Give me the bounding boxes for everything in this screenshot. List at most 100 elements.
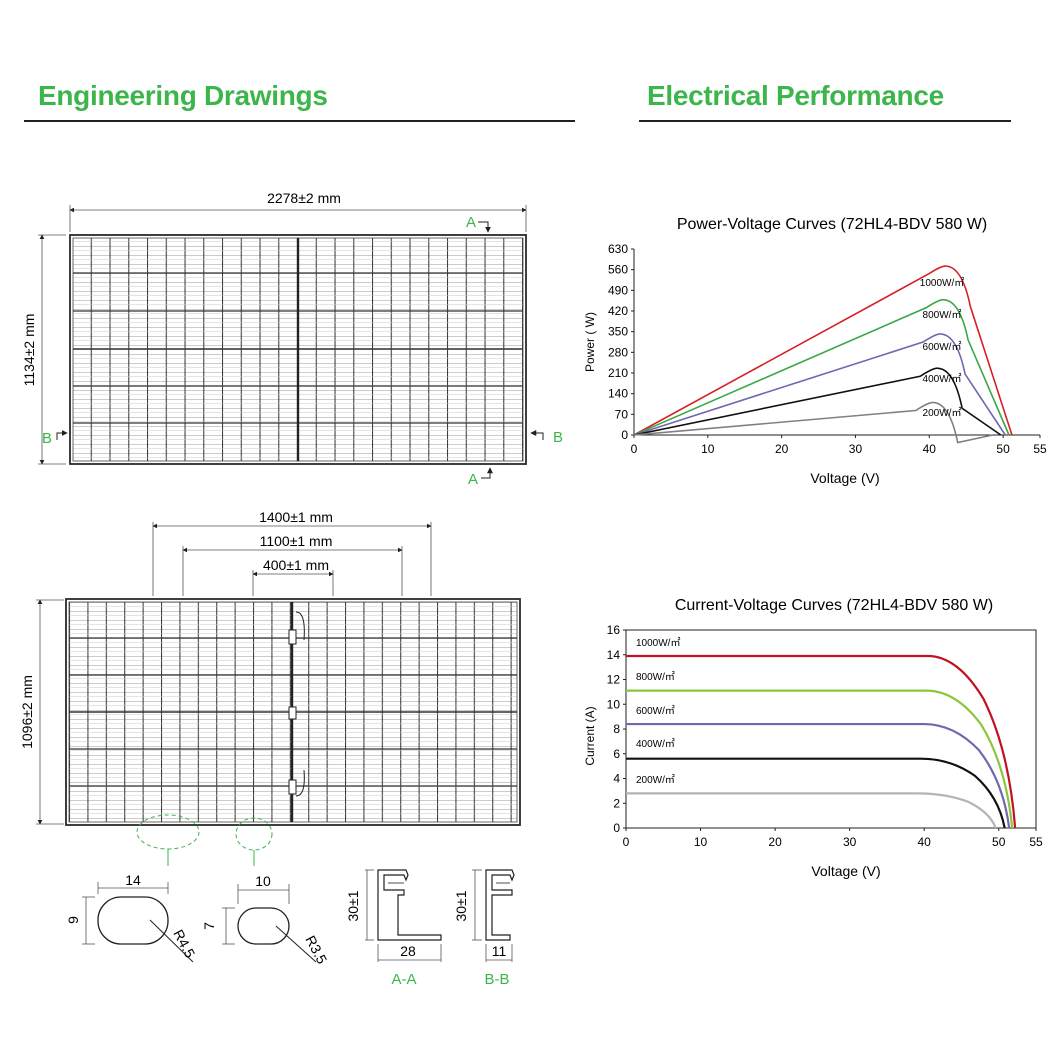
section-a-bottom-label: A — [468, 471, 478, 488]
section-b-right-label: B — [553, 429, 563, 446]
iv-series-3 — [626, 757, 1006, 829]
pv-series-0 — [633, 265, 1013, 436]
iv-x-tick-label: 30 — [843, 835, 857, 849]
pv-series-label-3: 400W/㎡ — [923, 373, 962, 385]
section-aa-height: 30±1 — [345, 890, 361, 921]
section-aa-profile — [377, 869, 442, 941]
right-header-rule — [639, 120, 1011, 122]
pv-y-tick-label: 560 — [608, 263, 628, 277]
junction-box-middle — [288, 706, 297, 720]
small-hole-height: 7 — [201, 922, 217, 930]
large-hole-shape — [97, 896, 169, 945]
pv-y-tick-label: 210 — [608, 366, 628, 380]
large-hole-width: 14 — [125, 872, 141, 888]
front-width-dimension: 2278±2 mm — [267, 190, 341, 206]
pv-series-2 — [633, 333, 1006, 436]
section-bb-detail: 30±1 11 B-B — [453, 869, 515, 988]
electrical-performance-title: Electrical Performance — [647, 80, 944, 111]
left-header-rule — [24, 120, 575, 122]
iv-x-tick-label: 40 — [918, 835, 932, 849]
iv-series-label-4: 200W/㎡ — [636, 774, 675, 786]
section-bb-width: 11 — [492, 943, 507, 959]
iv-y-tick-label: 10 — [607, 697, 621, 711]
large-hole-height: 9 — [65, 916, 81, 924]
pv-series-1 — [633, 298, 1010, 436]
iv-x-tick-label: 20 — [768, 835, 782, 849]
iv-y-tick-label: 8 — [613, 722, 620, 736]
iv-series-label-1: 800W/㎡ — [636, 671, 675, 683]
back-dim-400: 400±1 mm — [263, 557, 329, 573]
iv-series-2 — [626, 722, 1011, 829]
section-aa-detail: 30±1 28 A-A — [345, 869, 442, 988]
iv-x-tick-label: 55 — [1029, 835, 1043, 849]
engineering-drawings-title: Engineering Drawings — [38, 80, 328, 111]
back-dim-1100: 1100±1 mm — [260, 533, 333, 549]
callout-circle-small-hole — [235, 817, 273, 851]
iv-series-label-0: 1000W/㎡ — [636, 637, 680, 649]
iv-y-tick-label: 6 — [613, 747, 620, 761]
iv-chart-title: Current-Voltage Curves (72HL4-BDV 580 W) — [675, 597, 993, 614]
pv-x-tick-label: 50 — [996, 442, 1010, 456]
iv-series-1 — [626, 689, 1014, 829]
pv-series-4 — [633, 401, 993, 444]
iv-series-label-3: 400W/㎡ — [636, 738, 675, 750]
pv-x-tick-label: 30 — [849, 442, 863, 456]
iv-chart-ylabel: Current (A) — [583, 706, 597, 765]
iv-y-tick-label: 16 — [607, 623, 621, 637]
pv-series-label-4: 200W/㎡ — [923, 407, 962, 419]
back-dim-1400: 1400±1 mm — [259, 509, 333, 525]
hole-detail-large: 14 9 R4.5 — [65, 872, 199, 963]
section-aa-label: A-A — [391, 971, 416, 988]
pv-series-label-2: 600W/㎡ — [923, 341, 962, 353]
pv-series-3 — [633, 367, 1002, 436]
section-bb-height: 30±1 — [453, 890, 469, 921]
pv-x-tick-label: 55 — [1033, 442, 1047, 456]
pv-series-label-0: 1000W/㎡ — [920, 277, 964, 289]
section-bb-profile — [485, 869, 515, 941]
front-view: 2278±2 mm 1134±2 mm A A B B — [21, 190, 563, 488]
pv-chart-ylabel: Power ( W) — [583, 312, 597, 372]
pv-y-tick-label: 630 — [608, 242, 628, 256]
section-a-top-label: A — [466, 214, 476, 231]
pv-y-tick-label: 70 — [615, 407, 629, 421]
pv-x-tick-label: 0 — [631, 442, 638, 456]
iv-series-0 — [626, 654, 1017, 829]
back-view: 1400±1 mm 1100±1 mm 400±1 mm 1096±2 mm — [19, 509, 521, 866]
iv-x-tick-label: 50 — [992, 835, 1006, 849]
iv-y-tick-label: 2 — [613, 796, 620, 810]
section-b-left-label: B — [42, 430, 52, 447]
pv-y-tick-label: 350 — [608, 325, 628, 339]
small-hole-width: 10 — [255, 873, 271, 889]
pv-chart-title: Power-Voltage Curves (72HL4-BDV 580 W) — [677, 216, 987, 233]
pv-series-label-1: 800W/㎡ — [923, 309, 962, 321]
section-aa-width: 28 — [400, 943, 416, 959]
iv-x-tick-label: 0 — [623, 835, 630, 849]
pv-x-tick-label: 10 — [701, 442, 715, 456]
iv-y-tick-label: 12 — [607, 673, 621, 687]
iv-series-4 — [626, 792, 997, 829]
front-height-dimension: 1134±2 mm — [21, 314, 37, 387]
pv-chart-xlabel: Voltage (V) — [810, 470, 879, 486]
iv-y-tick-label: 14 — [607, 648, 621, 662]
pv-y-tick-label: 0 — [621, 428, 628, 442]
iv-x-tick-label: 10 — [694, 835, 708, 849]
pv-x-tick-label: 40 — [923, 442, 937, 456]
pv-y-tick-label: 280 — [608, 345, 628, 359]
junction-box-bottom — [288, 779, 297, 795]
pv-chart: Power-Voltage Curves (72HL4-BDV 580 W) V… — [583, 216, 1047, 486]
iv-y-tick-label: 0 — [613, 821, 620, 835]
pv-plot-frame — [634, 249, 1040, 435]
hole-detail-small: 10 7 R3.5 — [201, 873, 331, 967]
iv-y-tick-label: 4 — [613, 772, 620, 786]
section-bb-label: B-B — [484, 971, 509, 988]
small-hole-shape — [237, 907, 290, 945]
iv-chart: Current-Voltage Curves (72HL4-BDV 580 W)… — [583, 597, 1043, 879]
pv-x-tick-label: 20 — [775, 442, 789, 456]
iv-series-label-2: 600W/㎡ — [636, 705, 675, 717]
pv-y-tick-label: 490 — [608, 283, 628, 297]
iv-plot-frame — [625, 629, 1037, 829]
pv-y-tick-label: 420 — [608, 304, 628, 318]
small-hole-radius: R3.5 — [302, 933, 330, 967]
pv-y-tick-label: 140 — [608, 387, 628, 401]
